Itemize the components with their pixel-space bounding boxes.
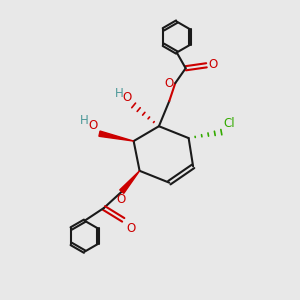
Polygon shape [120,171,140,194]
Text: O: O [116,194,126,206]
Polygon shape [99,131,134,141]
Text: O: O [164,76,174,90]
Text: H: H [115,87,123,100]
Text: H: H [80,114,89,127]
Text: O: O [89,119,98,132]
Text: O: O [126,222,136,235]
Text: Cl: Cl [223,117,235,130]
Text: O: O [122,91,131,104]
Text: O: O [209,58,218,71]
